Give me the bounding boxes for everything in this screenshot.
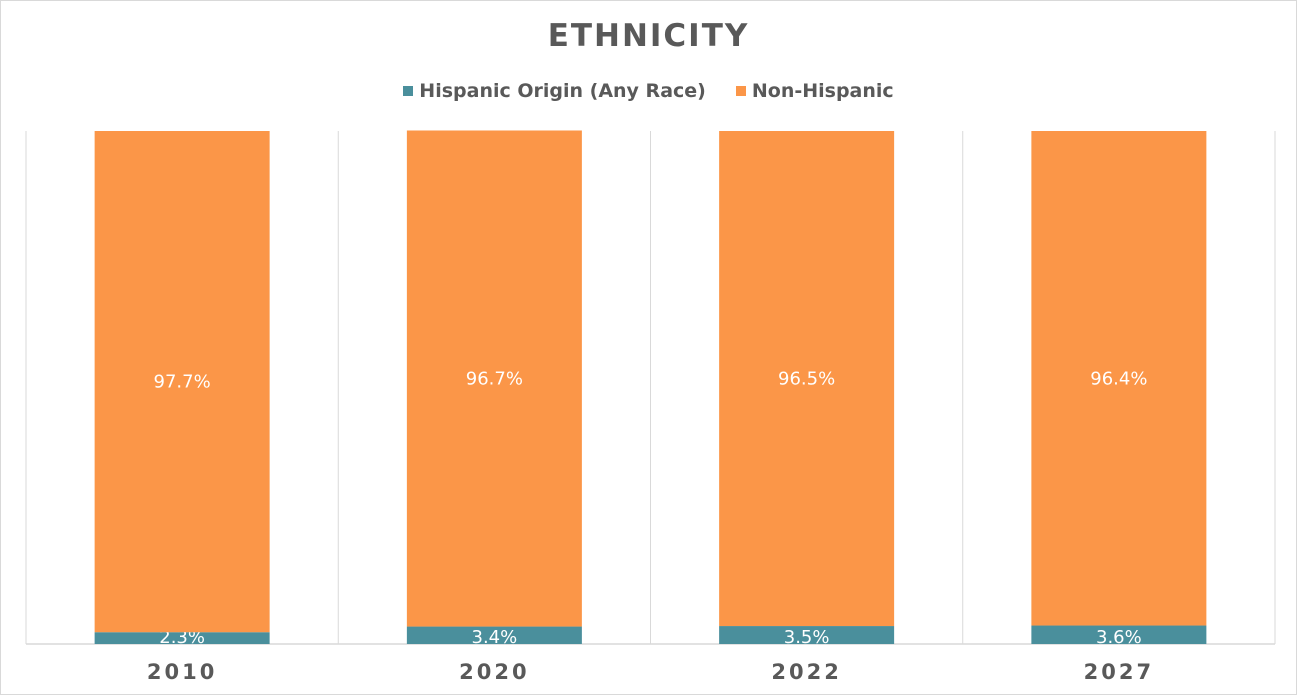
- bar-non-hispanic-2010: [94, 131, 270, 633]
- x-tick-2020: 2020: [459, 660, 529, 684]
- data-label-non-hispanic-2010: 97.7%: [154, 372, 211, 393]
- x-tick-2027: 2027: [1084, 660, 1154, 684]
- bar-hispanic-2027: [1031, 625, 1207, 644]
- data-label-hispanic-2027: 3.6%: [1096, 627, 1142, 648]
- data-label-hispanic-2020: 3.4%: [472, 627, 518, 648]
- bar-hispanic-2020: [406, 626, 582, 644]
- bar-hispanic-2022: [719, 626, 895, 644]
- data-label-hispanic-2022: 3.5%: [784, 627, 830, 648]
- chart-title: ETHNICITY: [547, 18, 750, 54]
- legend-label-non-hispanic: Non-Hispanic: [751, 80, 894, 102]
- bar-non-hispanic-2022: [719, 131, 895, 627]
- legend-label-hispanic: Hispanic Origin (Any Race): [419, 80, 706, 102]
- data-label-non-hispanic-2022: 96.5%: [778, 369, 835, 390]
- legend-swatch-non-hispanic: [735, 86, 746, 96]
- data-label-hispanic-2010: 2.3%: [159, 627, 205, 648]
- bar-hispanic-2010: [94, 632, 270, 644]
- legend-swatch-hispanic: [403, 86, 414, 96]
- legend-item-hispanic: Hispanic Origin (Any Race): [403, 80, 706, 102]
- data-label-non-hispanic-2020: 96.7%: [466, 369, 523, 390]
- bar-non-hispanic-2020: [406, 130, 582, 627]
- bar-non-hispanic-2027: [1031, 131, 1207, 626]
- x-tick-2010: 2010: [147, 660, 217, 684]
- legend-item-non-hispanic: Non-Hispanic: [735, 80, 894, 102]
- x-tick-2022: 2022: [771, 660, 841, 684]
- chart-legend: Hispanic Origin (Any Race) Non-Hispanic: [0, 80, 1297, 102]
- data-label-non-hispanic-2027: 96.4%: [1090, 368, 1147, 389]
